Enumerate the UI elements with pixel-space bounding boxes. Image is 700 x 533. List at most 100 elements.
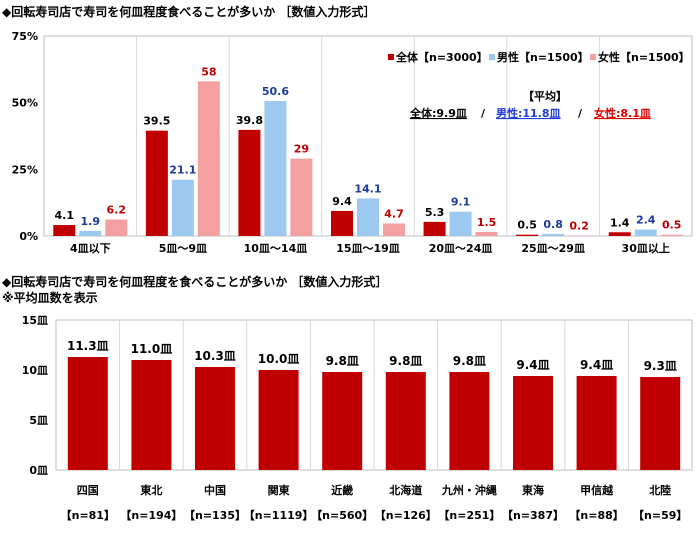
chart1-bar [357,198,379,236]
chart1-data-label: 14.1 [354,182,381,195]
chart1-bar [290,158,313,236]
chart1-bar [475,232,498,236]
chart1-data-label: 58 [201,65,216,78]
chart1-category-label: 30皿以上 [622,241,670,255]
chart2-bar [513,376,553,470]
average-male: 男性:11.8皿 [496,106,561,120]
chart1-data-label: 1.9 [81,215,101,228]
legend-swatch [388,54,394,60]
chart1-data-label: 0.5 [517,219,537,232]
chart2-n-label: 【n=1119】 [244,509,314,522]
chart1-bar [331,210,353,236]
chart1-category-label: 5皿～9皿 [159,242,207,255]
chart2-n-label: 【n=560】 [311,509,373,522]
chart2-ytick-label: 15皿 [22,314,48,327]
chart2-n-label: 【n=135】 [184,509,246,522]
chart1-ytick-label: 50% [12,97,38,110]
average-heading: 【平均】 [523,89,567,103]
chart1-bar [423,221,446,236]
chart1-data-label: 0.8 [543,218,563,231]
chart2-bar [131,360,172,470]
chart2-data-label: 9.8皿 [389,354,422,368]
chart2-category-label: 甲信越 [580,483,614,497]
chart1-bar [516,234,539,236]
average-separator: / [578,107,583,120]
chart1-bar [79,230,102,236]
chart2-bar [195,367,235,470]
chart1-data-label: 0.2 [569,219,589,232]
chart1-data-label: 1.5 [477,216,497,229]
chart2-category-label: 九州・沖縄 [441,483,497,497]
chart2-data-label: 9.8皿 [453,354,486,368]
chart1-data-label: 0.5 [662,219,682,232]
chart2-n-label: 【n=59】 [633,509,687,522]
chart1-ytick-label: 75% [12,30,38,43]
chart2-title: ◆回転寿司店で寿司を何皿程度を食べることが多いか ［数値入力形式］ [2,274,387,289]
chart1-category-label: 25皿～29皿 [521,242,585,255]
chart2-n-label: 【n=88】 [569,509,623,522]
chart2-data-label: 9.4皿 [516,358,549,372]
legend-label: 女性【n=1500】 [598,50,690,64]
chart1-data-label: 39.5 [143,115,170,128]
chart2-bar [385,372,426,470]
chart1-bar [53,225,76,236]
chart1-bar [542,233,565,236]
chart1-bar [608,232,631,236]
chart1-data-label: 50.6 [262,85,289,98]
chart1-bar [105,219,128,236]
chart1-bar [145,130,168,236]
chart1-bar [171,179,194,236]
chart2-category-label: 関東 [268,483,291,497]
chart2-data-label: 9.8皿 [326,354,359,368]
legend-label: 男性【n=1500】 [497,50,589,64]
chart1-data-label: 29 [294,143,309,156]
chart2-category-label: 北陸 [649,483,671,497]
chart2-bar [576,376,617,470]
chart1-category-label: 20皿～24皿 [429,242,493,255]
legend-swatch [489,54,495,60]
chart1-data-label: 39.8 [236,114,263,127]
chart1-bar [264,101,287,236]
chart1-data-label: 4.1 [55,209,75,222]
chart2-data-label: 10.0皿 [258,352,300,366]
chart1-bar [634,229,657,236]
chart1-bar [197,81,220,236]
chart2-ytick-label: 5皿 [29,414,48,427]
chart1-ytick-label: 25% [12,163,38,176]
chart1-data-label: 4.7 [384,207,404,220]
chart2-data-label: 9.3皿 [644,359,677,373]
average-overall: 全体:9.9皿 [409,106,467,120]
chart2-data-label: 11.3皿 [67,339,109,353]
chart2-category-label: 近畿 [331,483,353,497]
chart2-n-label: 【n=387】 [502,509,564,522]
chart1-bar [568,235,591,236]
chart2-n-label: 【n=194】 [120,509,182,522]
chart2-data-label: 9.4皿 [580,358,613,372]
chart2-category-label: 北海道 [389,483,422,497]
chart2-data-label: 11.0皿 [131,342,173,356]
chart2-bar [449,372,490,470]
chart2-subtitle: ※平均皿数を表示 [2,290,98,305]
chart1-bar [660,234,683,236]
chart1-category-label: 4皿以下 [70,242,111,255]
chart1-data-label: 9.4 [332,195,352,208]
chart1-data-label: 1.4 [610,216,630,229]
chart2-category-label: 東北 [140,483,162,497]
chart2-ytick-label: 10皿 [22,364,48,377]
chart2-ytick-label: 0皿 [29,464,48,477]
chart1-data-label: 6.2 [107,203,127,216]
chart1-bar [383,223,405,236]
legend-label: 全体【n=3000】 [395,50,488,64]
chart1-ytick-label: 0% [19,230,38,243]
average-female: 女性:8.1皿 [594,106,651,120]
chart2-category-label: 東海 [522,483,544,497]
chart1-category-label: 15皿～19皿 [336,242,400,255]
average-separator: / [481,107,486,120]
chart2-n-label: 【n=81】 [61,509,115,522]
chart1-data-label: 21.1 [169,164,196,177]
chart2-bar [258,370,299,470]
chart1-data-label: 2.4 [636,214,656,227]
chart1-bar [449,211,472,236]
legend-swatch [590,54,596,60]
